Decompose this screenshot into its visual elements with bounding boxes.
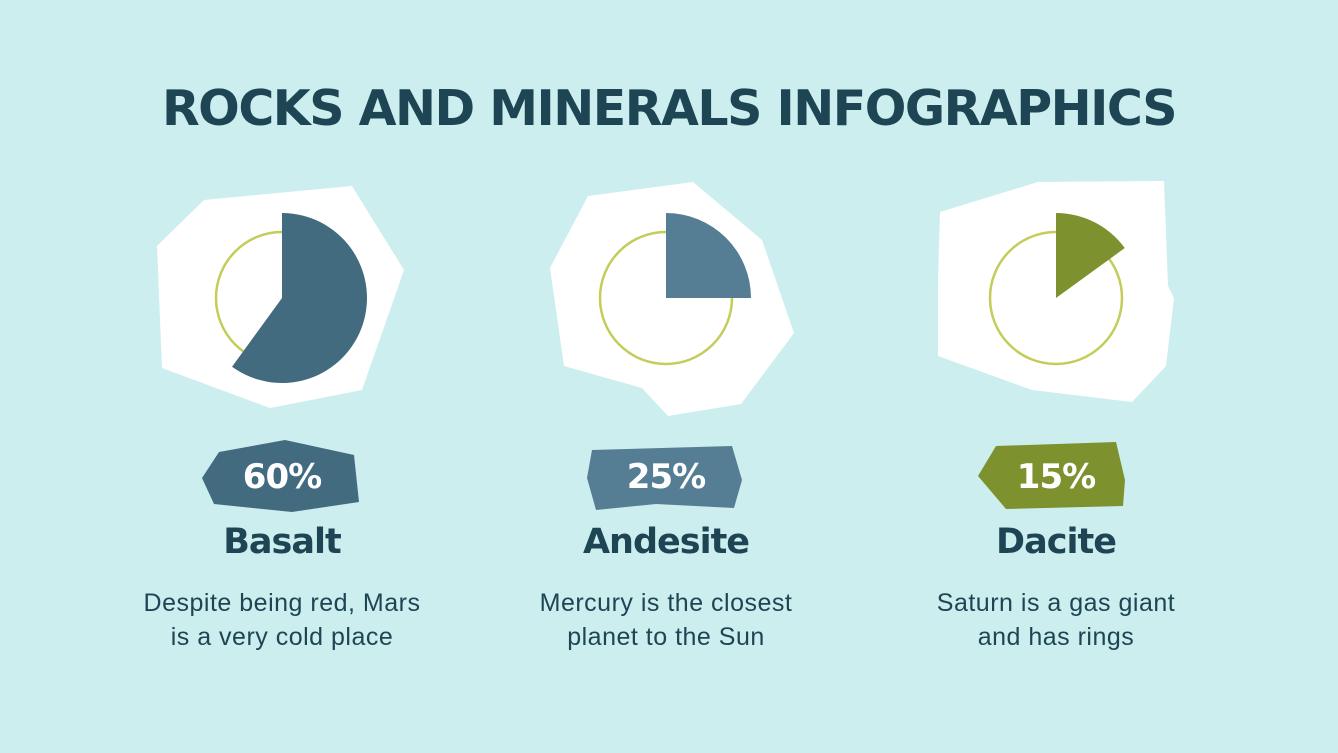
rock-name: Dacite bbox=[996, 522, 1117, 562]
percent-label: 60% bbox=[242, 457, 322, 497]
rock-blob bbox=[550, 182, 794, 416]
pie-slice-dacite bbox=[1056, 213, 1125, 298]
description-line: Mercury is the closest bbox=[539, 589, 793, 617]
rock-name: Basalt bbox=[223, 522, 341, 562]
description-line: and has rings bbox=[977, 623, 1135, 651]
pie-chart-basalt bbox=[157, 186, 404, 408]
description-line: Saturn is a gas giant bbox=[936, 589, 1176, 617]
percent-label: 15% bbox=[1016, 457, 1096, 497]
description-line: planet to the Sun bbox=[567, 623, 765, 651]
rock-card-andesite: 25% Andesite Mercury is the closest plan… bbox=[536, 170, 936, 690]
percent-badge-dacite: 15% bbox=[976, 440, 1136, 514]
rock-card-basalt: 60% Basalt Despite being red, Mars is a … bbox=[144, 170, 552, 690]
description-line: Despite being red, Mars bbox=[143, 589, 421, 617]
pie-slice-basalt bbox=[232, 213, 367, 383]
badge-shape bbox=[587, 446, 742, 510]
rock-description: Mercury is the closest planet to the Sun bbox=[496, 586, 836, 654]
pie-chart-dacite bbox=[938, 181, 1174, 402]
rock-name: Andesite bbox=[582, 522, 750, 562]
rock-card-dacite: 15% Dacite Saturn is a gas giant and has… bbox=[926, 170, 1326, 690]
badge-shape bbox=[978, 442, 1125, 509]
pie-chart-andesite bbox=[550, 182, 794, 416]
percent-label: 25% bbox=[626, 457, 706, 497]
rock-description: Despite being red, Mars is a very cold p… bbox=[112, 586, 452, 654]
badge-shape bbox=[202, 440, 359, 512]
percent-badge-basalt: 60% bbox=[202, 440, 362, 514]
description-line: is a very cold place bbox=[170, 623, 394, 651]
page-title: ROCKS AND MINERALS INFOGRAPHICS bbox=[161, 80, 1178, 137]
pie-slice-andesite bbox=[666, 213, 751, 298]
rock-description: Saturn is a gas giant and has rings bbox=[886, 586, 1226, 654]
percent-badge-andesite: 25% bbox=[586, 440, 746, 514]
